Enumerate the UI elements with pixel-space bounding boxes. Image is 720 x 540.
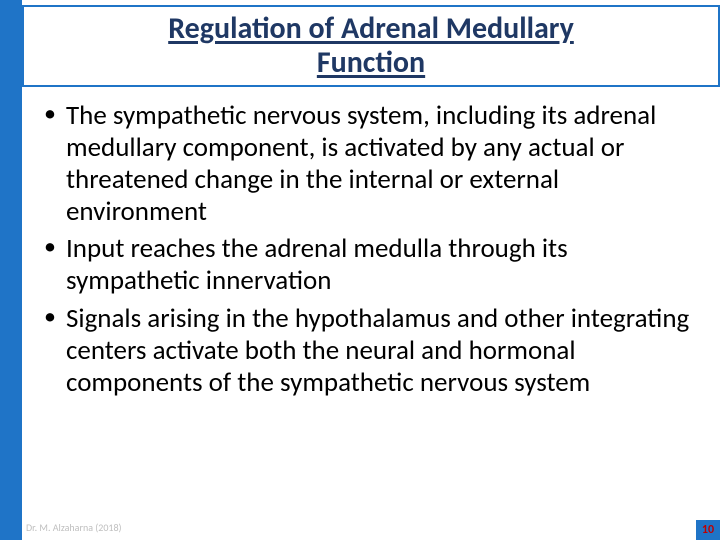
footer-author: Dr. M. Alzaharna (2018) <box>26 521 122 534</box>
slide: Regulation of Adrenal Medullary Function… <box>0 0 720 540</box>
bullet-list: The sympathetic nervous system, includin… <box>40 100 692 399</box>
page-number: 10 <box>702 523 714 537</box>
title-band: Regulation of Adrenal Medullary Function <box>22 5 720 87</box>
page-number-badge: 10 <box>696 520 720 540</box>
title-line-1: Regulation of Adrenal Medullary <box>168 10 574 47</box>
list-item: The sympathetic nervous system, includin… <box>40 100 692 227</box>
list-item: Input reaches the adrenal medulla throug… <box>40 233 692 297</box>
title-line-2: Function <box>317 44 425 81</box>
list-item: Signals arising in the hypothalamus and … <box>40 303 692 399</box>
slide-title: Regulation of Adrenal Medullary Function <box>148 12 594 81</box>
left-accent-bar <box>0 0 22 540</box>
body-content: The sympathetic nervous system, includin… <box>40 100 692 405</box>
